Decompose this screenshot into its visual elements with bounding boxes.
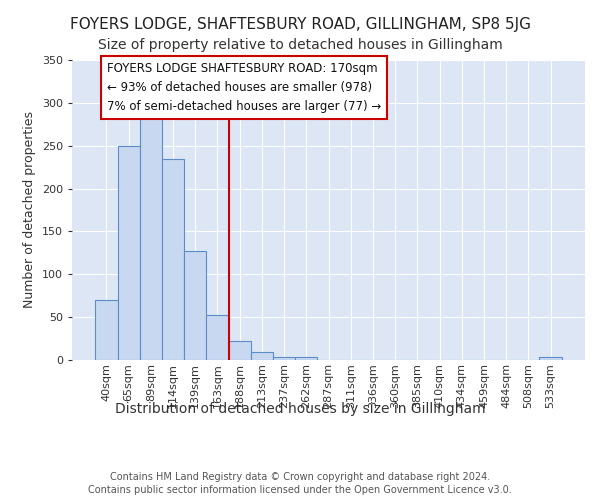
Y-axis label: Number of detached properties: Number of detached properties <box>23 112 36 308</box>
Bar <box>273 356 295 360</box>
Bar <box>162 158 184 360</box>
Bar <box>295 358 317 360</box>
Bar <box>229 341 251 360</box>
Text: Contains HM Land Registry data © Crown copyright and database right 2024.: Contains HM Land Registry data © Crown c… <box>110 472 490 482</box>
Bar <box>206 314 229 360</box>
Text: Contains public sector information licensed under the Open Government Licence v3: Contains public sector information licen… <box>88 485 512 495</box>
Bar <box>539 358 562 360</box>
Text: Distribution of detached houses by size in Gillingham: Distribution of detached houses by size … <box>115 402 485 416</box>
Bar <box>184 251 206 360</box>
Text: FOYERS LODGE SHAFTESBURY ROAD: 170sqm
← 93% of detached houses are smaller (978): FOYERS LODGE SHAFTESBURY ROAD: 170sqm ← … <box>107 62 381 112</box>
Bar <box>95 300 118 360</box>
Bar <box>118 146 140 360</box>
Text: Size of property relative to detached houses in Gillingham: Size of property relative to detached ho… <box>98 38 502 52</box>
Bar <box>251 352 273 360</box>
Bar <box>140 112 162 360</box>
Text: FOYERS LODGE, SHAFTESBURY ROAD, GILLINGHAM, SP8 5JG: FOYERS LODGE, SHAFTESBURY ROAD, GILLINGH… <box>70 18 530 32</box>
